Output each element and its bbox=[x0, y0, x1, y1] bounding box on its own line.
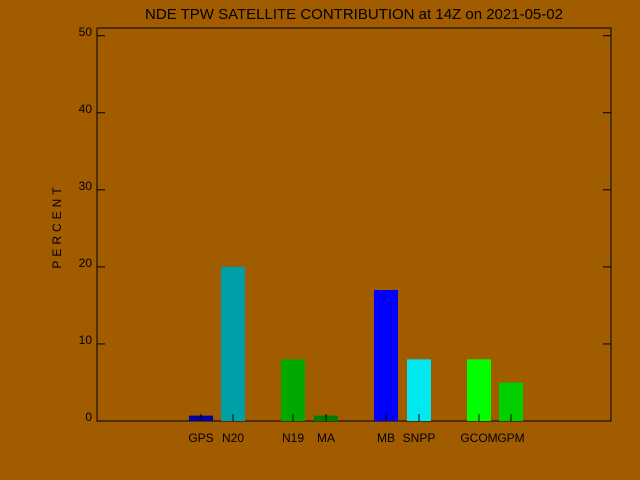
bar bbox=[467, 359, 491, 421]
x-tick-label: N19 bbox=[282, 431, 304, 445]
x-tick-label: MA bbox=[317, 431, 335, 445]
bar bbox=[374, 290, 398, 421]
y-tick-label: 30 bbox=[79, 179, 93, 193]
x-tick-label: GPS bbox=[188, 431, 213, 445]
x-tick-label: GCOM bbox=[460, 431, 497, 445]
y-tick-label: 50 bbox=[79, 25, 93, 39]
y-axis-label: PERCENT bbox=[50, 183, 64, 268]
bar bbox=[407, 359, 431, 421]
x-tick-label: N20 bbox=[222, 431, 244, 445]
x-tick-label: MB bbox=[377, 431, 395, 445]
y-tick-label: 20 bbox=[79, 256, 93, 270]
plot-frame bbox=[96, 27, 612, 422]
chart-title: NDE TPW SATELLITE CONTRIBUTION at 14Z on… bbox=[145, 6, 563, 23]
bar bbox=[221, 266, 245, 421]
x-tick-label: GPM bbox=[497, 431, 524, 445]
y-tick-label: 10 bbox=[79, 333, 93, 347]
y-tick-label: 40 bbox=[79, 102, 93, 116]
y-tick-label: 0 bbox=[85, 410, 92, 424]
bar bbox=[281, 359, 305, 421]
x-tick-label: SNPP bbox=[403, 431, 436, 445]
